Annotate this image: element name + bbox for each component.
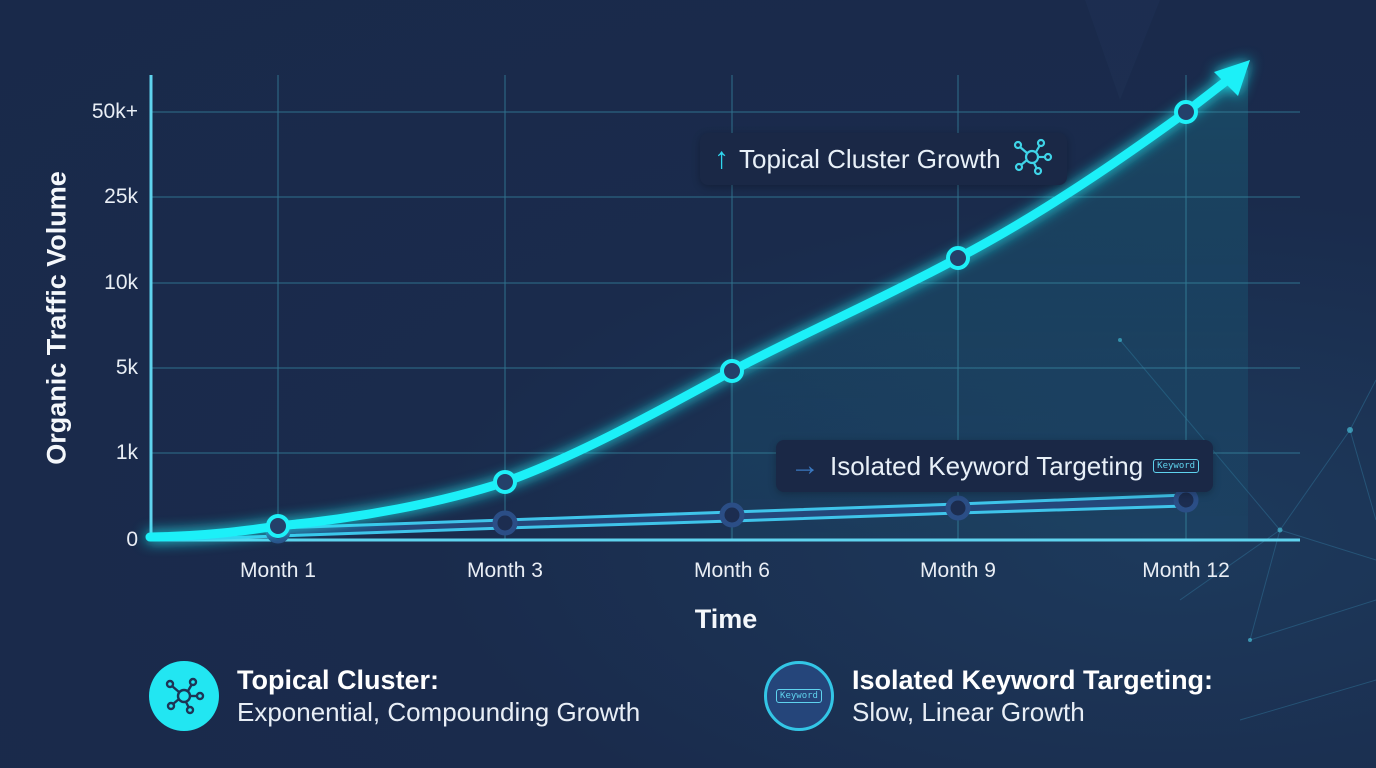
x-tick-month-6: Month 6: [694, 559, 770, 582]
legend-isolated-keyword: Keyword Isolated Keyword Targeting: Slow…: [764, 661, 1213, 731]
arrow-up-icon: ↑: [714, 142, 729, 175]
y-tick-0: 0: [126, 528, 138, 551]
x-tick-month-3: Month 3: [467, 559, 543, 582]
arrow-right-icon: →: [790, 449, 820, 482]
x-axis-label: Time: [694, 604, 758, 634]
isolated-callout-label: Isolated Keyword Targeting: [830, 450, 1144, 481]
growth-arrowhead: [1214, 60, 1250, 96]
topical-cluster-callout: ↑ Topical Cluster Growth: [700, 133, 1067, 185]
x-tick-month-1: Month 1: [240, 559, 316, 582]
legend-isolated-subtitle: Slow, Linear Growth: [852, 697, 1085, 727]
legend-topical-subtitle: Exponential, Compounding Growth: [237, 697, 641, 727]
legend-topical-cluster: Topical Cluster: Exponential, Compoundin…: [149, 661, 640, 731]
x-tick-month-12: Month 12: [1142, 559, 1230, 582]
topical-callout-label: Topical Cluster Growth: [739, 143, 1001, 174]
legend-topical-title: Topical Cluster:: [237, 665, 440, 695]
y-tick-50k: 50k+: [91, 100, 138, 123]
legend-isolated-title: Isolated Keyword Targeting:: [852, 665, 1214, 695]
y-tick-25k: 25k: [104, 185, 138, 208]
network-hub-icon: [149, 661, 219, 731]
y-axis-label: Organic Traffic Volume: [41, 171, 72, 465]
keyword-cursor-icon: Keyword: [1153, 459, 1200, 473]
network-hub-icon: [1011, 138, 1053, 181]
isolated-keyword-callout: → Isolated Keyword Targeting Keyword: [776, 440, 1214, 492]
topical-area-fill: [730, 70, 1248, 540]
y-tick-5k: 5k: [115, 356, 138, 379]
keyword-cursor-icon: Keyword: [764, 661, 834, 731]
x-tick-month-9: Month 9: [920, 559, 996, 582]
y-tick-10k: 10k: [104, 271, 138, 294]
y-tick-1k: 1k: [115, 441, 138, 464]
